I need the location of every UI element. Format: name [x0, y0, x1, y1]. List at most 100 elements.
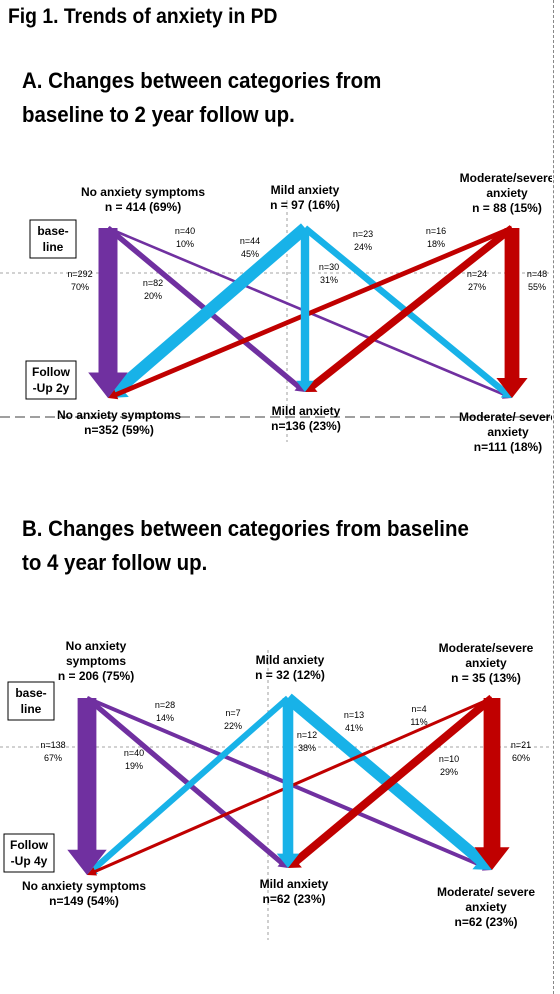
- baseline-severe-label: anxiety: [486, 186, 528, 200]
- flow-label-none-to-severe-count: n=40: [175, 226, 195, 236]
- flow-label-severe-to-mild-percent: 29%: [440, 767, 458, 777]
- flow-label-none-to-mild-percent: 19%: [125, 761, 143, 771]
- followup-tag: Follow -Up 4y: [3, 833, 55, 873]
- flow-label-mild-to-severe-count: n=23: [353, 229, 373, 239]
- flow-label-severe-to-severe-count: n=21: [511, 740, 531, 750]
- baseline-mild-label: Mild anxiety: [256, 653, 325, 667]
- baseline-none-label: No anxiety symptoms: [81, 185, 205, 199]
- baseline-severe-label: anxiety: [465, 656, 507, 670]
- followup-tag-line-1: Follow: [10, 838, 49, 852]
- baseline-none-count: n = 206 (75%): [58, 669, 134, 683]
- flow-arrow-severe-to-mild: [288, 694, 495, 868]
- followup-none-label: No anxiety symptoms: [57, 408, 181, 422]
- followup-tag-line-2: -Up 4y: [11, 854, 48, 868]
- baseline-mild-label: Mild anxiety: [271, 183, 340, 197]
- flow-label-none-to-mild-count: n=82: [143, 278, 163, 288]
- flow-label-none-to-severe-percent: 14%: [156, 713, 174, 723]
- panel-a-heading-line-1: A. Changes between categories from: [22, 68, 382, 93]
- followup-severe-count: n=62 (23%): [454, 915, 517, 929]
- flow-arrow-mild-to-none: [87, 695, 290, 875]
- flow-arrow-mild-to-mild: [296, 228, 314, 392]
- flow-arrow-mild-to-mild: [276, 698, 300, 868]
- panel-b-heading: B. Changes between categories from basel…: [22, 512, 543, 580]
- flow-label-mild-to-severe-percent: 41%: [345, 723, 363, 733]
- baseline-tag: base-line: [29, 219, 77, 259]
- followup-tag-box: [3, 833, 55, 873]
- flow-label-severe-to-severe-count: n=48: [527, 269, 547, 279]
- followup-tag-line-2: -Up 2y: [33, 381, 70, 395]
- flow-label-severe-to-none-percent: 18%: [427, 239, 445, 249]
- flow-label-mild-to-mild-count: n=12: [297, 730, 317, 740]
- followup-severe-count: n=111 (18%): [474, 440, 542, 454]
- flow-label-none-to-mild-percent: 20%: [144, 291, 162, 301]
- flow-label-mild-to-severe-count: n=13: [344, 710, 364, 720]
- flow-arrow-severe-to-severe: [474, 698, 510, 870]
- figure-title: Fig 1. Trends of anxiety in PD: [8, 5, 278, 28]
- flow-label-none-to-severe-count: n=28: [155, 700, 175, 710]
- flow-label-severe-to-none-count: n=4: [411, 704, 426, 714]
- followup-tag-box: [25, 360, 77, 400]
- baseline-severe-count: n = 88 (15%): [472, 201, 542, 215]
- baseline-none-label: symptoms: [66, 654, 126, 668]
- flow-label-mild-to-none-count: n=44: [240, 236, 260, 246]
- followup-tag: Follow -Up 2y: [25, 360, 77, 400]
- flow-label-none-to-none-percent: 70%: [71, 282, 89, 292]
- followup-severe-label: Moderate/ severe: [437, 885, 535, 899]
- flow-label-none-to-none-count: n=292: [67, 269, 92, 279]
- flow-arrow-severe-to-severe: [496, 228, 528, 398]
- panel-a-heading: A. Changes between categories from basel…: [22, 64, 450, 132]
- baseline-mild-count: n = 32 (12%): [255, 668, 325, 682]
- flow-label-severe-to-none-percent: 11%: [410, 717, 427, 727]
- panel-a-flow-diagram: n=292 70% n=82 20% n=40 10% n=44 45% n=30 31% n=23…: [0, 171, 552, 454]
- followup-severe-label: Moderate/ severe: [459, 410, 552, 424]
- baseline-mild-count: n = 97 (16%): [270, 198, 340, 212]
- baseline-tag: base-line: [7, 681, 55, 721]
- baseline-severe-label: Moderate/severe: [460, 171, 552, 185]
- flow-label-mild-to-severe-percent: 24%: [354, 242, 372, 252]
- flow-label-none-to-severe-percent: 10%: [176, 239, 194, 249]
- flow-label-severe-to-severe-percent: 55%: [528, 282, 546, 292]
- followup-mild-label: Mild anxiety: [260, 877, 329, 891]
- followup-none-count: n=149 (54%): [49, 894, 119, 908]
- flow-label-mild-to-none-percent: 45%: [241, 249, 259, 259]
- flow-label-severe-to-mild-percent: 27%: [468, 282, 486, 292]
- flow-label-mild-to-mild-count: n=30: [319, 262, 339, 272]
- flow-label-none-to-none-percent: 67%: [44, 753, 62, 763]
- followup-mild-count: n=136 (23%): [271, 419, 341, 433]
- followup-severe-label: anxiety: [487, 425, 529, 439]
- baseline-none-count: n = 414 (69%): [105, 200, 181, 214]
- flow-arrow-severe-to-none: [108, 225, 513, 400]
- flow-arrow-none-to-none: [88, 228, 128, 398]
- panel-a-heading-line-2: baseline to 2 year follow up.: [22, 102, 295, 127]
- flow-label-mild-to-mild-percent: 31%: [320, 275, 338, 285]
- baseline-tag-line-1: base-: [37, 224, 68, 238]
- baseline-tag-box: [29, 219, 77, 259]
- flow-arrow-mild-to-none: [108, 223, 309, 398]
- baseline-tag-line-1: base-: [15, 686, 46, 700]
- flow-arrow-none-to-none: [67, 698, 107, 875]
- baseline-severe-count: n = 35 (13%): [451, 671, 521, 685]
- followup-mild-label: Mild anxiety: [272, 404, 341, 418]
- followup-none-count: n=352 (59%): [84, 423, 154, 437]
- panel-b-flow-diagram: n=138 67% n=40 19% n=28 14% n=7 22% n=12 38% n=13 4…: [0, 639, 552, 940]
- baseline-severe-label: Moderate/severe: [439, 641, 534, 655]
- followup-severe-label: anxiety: [465, 900, 507, 914]
- panel-b-heading-line-2: to 4 year follow up.: [22, 550, 208, 575]
- panel-b-heading-line-1: B. Changes between categories from basel…: [22, 516, 469, 541]
- baseline-none-label: No anxiety: [66, 639, 127, 653]
- followup-mild-count: n=62 (23%): [262, 892, 325, 906]
- baseline-tag-box: [7, 681, 55, 721]
- flow-label-mild-to-none-percent: 22%: [224, 721, 242, 731]
- flow-label-mild-to-none-count: n=7: [225, 708, 240, 718]
- flow-label-none-to-none-count: n=138: [40, 740, 65, 750]
- flow-arrow-severe-to-mild: [305, 225, 515, 392]
- baseline-tag-line-2: line: [43, 240, 64, 254]
- flow-label-severe-to-mild-count: n=10: [439, 754, 459, 764]
- right-border-line: [553, 0, 554, 994]
- flow-arrow-none-to-mild: [85, 696, 288, 868]
- flow-label-severe-to-mild-count: n=24: [467, 269, 487, 279]
- followup-none-label: No anxiety symptoms: [22, 879, 146, 893]
- baseline-tag-line-2: line: [21, 702, 42, 716]
- flow-label-severe-to-none-count: n=16: [426, 226, 446, 236]
- flow-label-severe-to-severe-percent: 60%: [512, 753, 530, 763]
